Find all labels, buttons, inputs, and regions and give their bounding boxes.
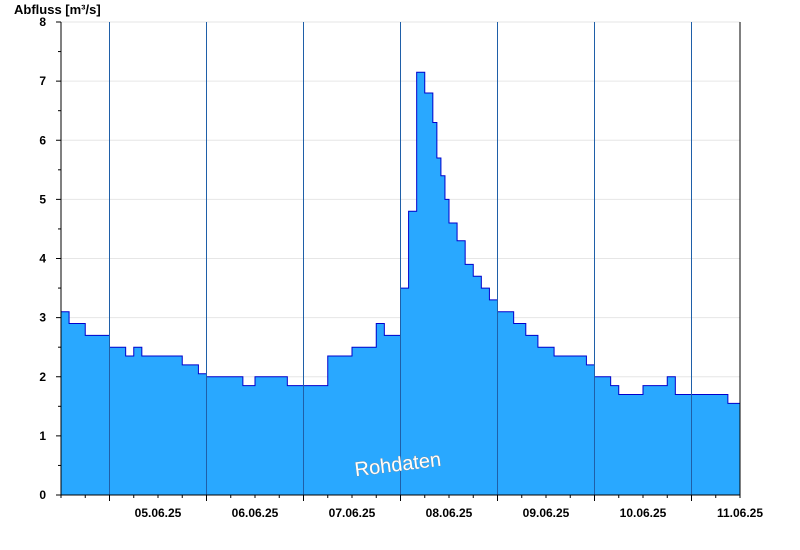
y-tick-label: 0 <box>39 488 46 502</box>
y-tick-label: 2 <box>39 370 46 384</box>
y-tick-label: 8 <box>39 15 46 29</box>
x-tick-label: 05.06.25 <box>135 506 182 520</box>
y-tick-label: 6 <box>39 133 46 147</box>
x-tick-label: 08.06.25 <box>426 506 473 520</box>
discharge-area <box>61 72 740 495</box>
y-tick-label: 4 <box>39 252 46 266</box>
day-separator-lines <box>109 22 692 495</box>
x-tick-label: 09.06.25 <box>523 506 570 520</box>
y-axis-title: Abfluss [m³/s] <box>14 2 101 17</box>
y-tick-label: 7 <box>39 74 46 88</box>
y-tick-label: 5 <box>39 192 46 206</box>
x-tick-label: 06.06.25 <box>232 506 279 520</box>
x-tick-label: 10.06.25 <box>620 506 667 520</box>
x-tick-label: 11.06.25 <box>717 506 763 520</box>
x-tick-label: 07.06.25 <box>329 506 376 520</box>
y-tick-label: 1 <box>39 429 46 443</box>
x-axis-ticks: 05.06.25 06.06.25 07.06.25 08.06.25 09.06.25… <box>60 495 763 520</box>
y-tick-label: 3 <box>39 311 46 325</box>
y-axis-ticks: 0 1 2 3 4 5 6 7 8 <box>39 15 61 502</box>
